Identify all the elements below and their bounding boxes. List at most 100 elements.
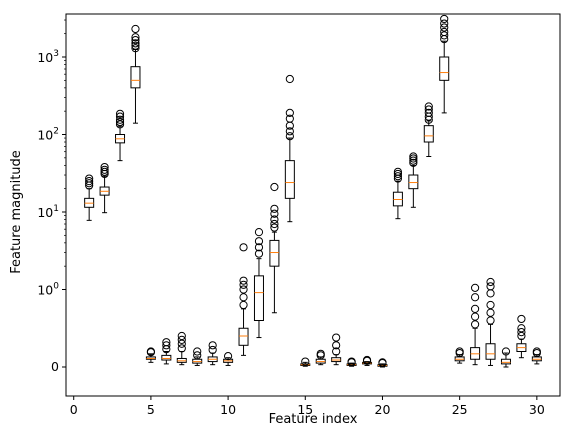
flier-point [115,112,125,121]
box-body [130,66,141,89]
flier-point [239,243,248,252]
flier-point [100,165,109,174]
box-20 [377,358,388,368]
flier-point [254,243,264,252]
flier-point [332,333,341,342]
flier-point [409,154,418,163]
box-25 [454,347,465,364]
box-body [238,327,249,346]
flier-point [115,115,125,124]
flier-point [131,33,140,42]
flier-point [440,27,449,37]
flier-point [301,357,310,366]
flier-point [162,338,171,347]
box-13 [269,182,280,314]
box-14 [284,74,295,223]
x-axis: 0 5 10 15 20 25 30 [70,396,545,417]
box-29 [516,314,527,359]
flier-point [193,347,202,356]
box-9 [207,341,218,366]
y-tick-label: 103 [37,49,59,65]
box-body [423,125,434,143]
flier-point [501,347,511,356]
box-body [253,275,264,322]
flier-point [208,341,217,350]
box-24 [439,14,450,114]
flier-point [347,357,356,366]
flier-point [270,204,279,213]
box-15 [300,357,311,367]
x-tick-label: 5 [147,402,155,417]
flier-point [115,120,125,129]
flier-point [393,167,403,176]
box-body [408,174,419,190]
flier-point [470,293,480,302]
flier-point [409,156,418,165]
flier-point [486,316,495,325]
flier-point [254,249,264,258]
flier-point [223,352,233,361]
flier-point [208,345,217,355]
flier-point [100,167,109,176]
flier-point [517,328,526,337]
flier-point [285,127,294,136]
flier-point [316,349,325,358]
box-19 [362,355,373,366]
flier-point [177,331,186,341]
box-5 [145,347,156,363]
flier-point [100,162,109,172]
plot-frame [65,13,561,397]
box-21 [392,167,403,220]
flier-point [285,74,294,84]
flier-point [424,108,433,117]
flier-point [285,108,294,117]
flier-point [455,347,464,356]
y-tick-label: 102 [37,127,59,143]
flier-point [270,215,279,224]
flier-point [440,31,449,40]
box-18 [346,357,357,367]
flier-point [270,223,279,232]
flier-point [486,308,495,317]
flier-point [486,289,495,298]
flier-point [239,280,248,289]
flier-point [470,312,480,321]
box-body [161,354,172,361]
flier-point [177,335,186,344]
flier-point [532,347,541,356]
box-12 [253,228,264,339]
flier-point [131,36,140,45]
box-27 [485,277,496,366]
y-axis: 0 100 101 102 103 [37,19,66,374]
x-tick-label: 10 [220,402,236,417]
box-16 [315,349,326,366]
flier-point [131,24,140,34]
flier-point [254,228,264,237]
y-axis-label: Feature magnitude [9,150,24,274]
box-17 [331,333,342,366]
flier-point [409,152,418,161]
flier-point [424,105,433,114]
flier-point [254,237,264,246]
flier-point [85,174,94,183]
flier-point [270,182,279,192]
box-1 [84,174,95,221]
flier-point [177,339,186,348]
flier-point [115,109,125,118]
flier-point [85,179,94,188]
flier-point [362,355,372,365]
flier-point [131,39,140,48]
flier-point [239,293,248,302]
flier-point [270,209,279,218]
flier-point [285,132,294,141]
box-23 [423,102,434,158]
box-10 [223,352,234,366]
flier-point [470,320,480,329]
box-26 [470,283,481,366]
y-tick-label: 101 [37,204,59,220]
flier-point [239,276,248,285]
flier-point [393,172,403,181]
box-8 [192,347,203,366]
flier-point [470,304,480,313]
flier-point [131,44,140,53]
